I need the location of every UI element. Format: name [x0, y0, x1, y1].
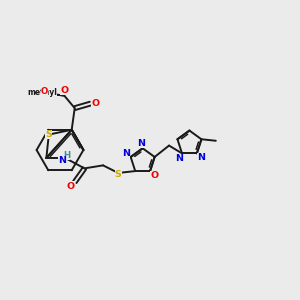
Text: S: S [45, 130, 52, 139]
Text: methyl: methyl [27, 88, 57, 97]
Text: O: O [66, 182, 74, 190]
Text: S: S [115, 170, 122, 179]
Text: N: N [122, 149, 130, 158]
Text: N: N [58, 156, 67, 165]
Text: O: O [91, 99, 99, 108]
Text: N: N [137, 139, 146, 148]
Text: O: O [41, 87, 48, 96]
Text: O: O [150, 171, 158, 180]
Text: N: N [175, 154, 183, 163]
Text: N: N [197, 153, 206, 162]
Text: H: H [63, 151, 70, 160]
Text: O: O [60, 85, 68, 94]
